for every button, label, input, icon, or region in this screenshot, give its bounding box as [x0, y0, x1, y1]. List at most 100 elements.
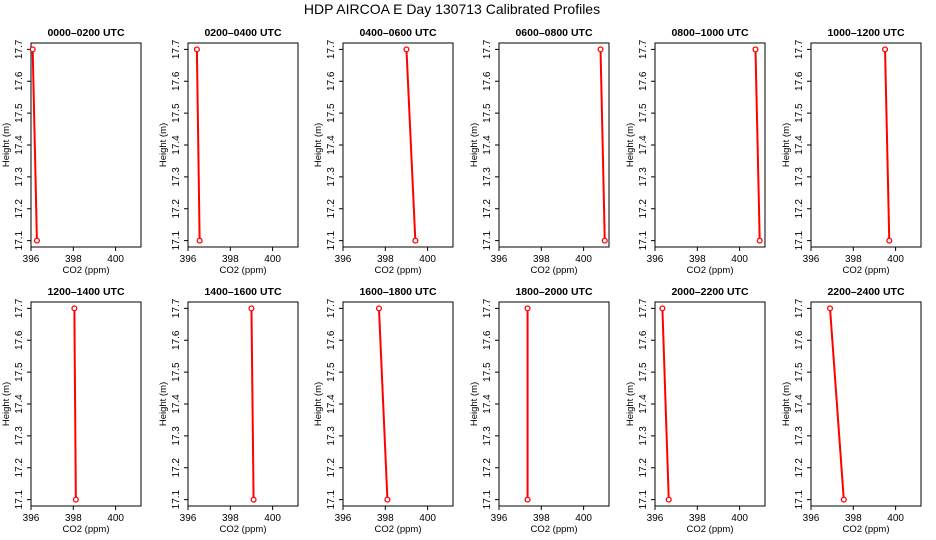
panel-title: 0200–0400 UTC [204, 27, 281, 39]
data-point [881, 46, 889, 53]
y-tick-label: 17.3 [482, 167, 493, 187]
profile-line [405, 49, 417, 241]
y-tick-label: 17.2 [794, 199, 805, 219]
y-tick-label: 17.2 [171, 458, 182, 478]
y-tick-label: 17.4 [482, 394, 493, 414]
y-tick-label: 17.1 [638, 489, 649, 509]
y-tick-label: 17.1 [14, 230, 25, 250]
chart-panel: 2000–2200 UTC 17.1 17.2 17.3 17.4 17.5 17.6 17.… [625, 286, 766, 535]
y-tick-label: 17.4 [638, 394, 649, 414]
y-tick-label: 17.5 [794, 362, 805, 382]
data-point [524, 305, 531, 312]
y-tick-label: 17.7 [326, 39, 337, 59]
profile-line [754, 49, 761, 241]
y-tick-label: 17.3 [326, 167, 337, 187]
y-tick-label: 17.7 [482, 298, 493, 318]
plot-frame [30, 42, 142, 248]
data-point [886, 237, 893, 244]
y-tick-label: 17.3 [794, 426, 805, 446]
x-tick-label: 398 [689, 513, 706, 524]
chart-panel: 1000–1200 UTC 17.1 17.2 17.3 17.4 17.5 17.6 17.… [781, 27, 922, 276]
data-point [412, 237, 419, 244]
x-tick-label: 398 [65, 254, 82, 265]
y-tick-label: 17.5 [326, 362, 337, 382]
panel-title: 1400–1600 UTC [204, 286, 281, 298]
y-tick-label: 17.3 [14, 426, 25, 446]
data-point [33, 237, 40, 244]
plot-frame [498, 42, 610, 248]
panel-title: 0800–1000 UTC [671, 27, 748, 39]
y-tick-label: 17.5 [326, 103, 337, 123]
y-tick-label: 17.6 [794, 71, 805, 91]
y-tick-label: 17.5 [171, 362, 182, 382]
y-tick-label: 17.2 [326, 458, 337, 478]
panel-title: 1600–1800 UTC [359, 286, 436, 298]
panel-title: 0600–0800 UTC [515, 27, 592, 39]
chart-panel: 2200–2400 UTC 17.1 17.2 17.3 17.4 17.5 17.6 17.… [781, 286, 922, 535]
panel-grid: 0000–0200 UTC 17.1 17.2 17.3 17.4 17.5 17.6 17.… [1, 27, 922, 535]
data-point [248, 305, 255, 312]
y-tick-label: 17.3 [171, 167, 182, 187]
y-axis-label: Height (m) [313, 382, 324, 426]
y-tick-label: 17.6 [171, 330, 182, 350]
plot-frame [342, 42, 454, 248]
x-tick-label: 398 [222, 513, 239, 524]
x-tick-label: 398 [65, 513, 82, 524]
y-tick-label: 17.1 [171, 230, 182, 250]
y-axis-label: Height (m) [158, 382, 169, 426]
y-tick-label: 17.1 [638, 230, 649, 250]
x-tick-label: 396 [491, 254, 508, 265]
x-tick-label: 400 [887, 513, 904, 524]
y-tick-label: 17.2 [326, 199, 337, 219]
y-axis-label: Height (m) [469, 123, 480, 167]
plot-frame [187, 301, 299, 507]
x-tick-label: 400 [575, 254, 592, 265]
panel-title: 0400–0600 UTC [359, 27, 436, 39]
y-tick-label: 17.1 [794, 230, 805, 250]
panel-title: 1200–1400 UTC [47, 286, 124, 298]
profile-line [829, 308, 845, 500]
x-tick-label: 400 [731, 254, 748, 265]
plot-frame [810, 301, 922, 507]
plot-frame [30, 301, 142, 507]
y-tick-label: 17.7 [171, 298, 182, 318]
y-tick-label: 17.4 [171, 135, 182, 155]
y-axis-label: Height (m) [313, 123, 324, 167]
x-tick-label: 398 [533, 254, 550, 265]
y-axis-label: Height (m) [781, 123, 792, 167]
figure-title: HDP AIRCOA E Day 130713 Calibrated Profi… [304, 1, 600, 17]
y-tick-label: 17.5 [171, 103, 182, 123]
chart-panel: 1600–1800 UTC 17.1 17.2 17.3 17.4 17.5 17.6 17.… [313, 286, 454, 535]
y-tick-label: 17.4 [14, 135, 25, 155]
y-axis-label: Height (m) [469, 382, 480, 426]
x-axis-label: CO2 (ppm) [687, 524, 734, 535]
data-point [524, 496, 531, 503]
y-tick-label: 17.7 [638, 298, 649, 318]
plot-frame [187, 42, 299, 248]
plot-frame [654, 301, 766, 507]
y-tick-label: 17.7 [794, 298, 805, 318]
y-tick-label: 17.7 [482, 39, 493, 59]
y-tick-label: 17.1 [14, 489, 25, 509]
x-tick-label: 398 [533, 513, 550, 524]
profile-line [195, 49, 201, 241]
y-tick-label: 17.1 [326, 489, 337, 509]
x-tick-label: 396 [803, 254, 820, 265]
y-tick-label: 17.1 [482, 489, 493, 509]
y-axis-label: Height (m) [158, 123, 169, 167]
x-tick-label: 396 [647, 254, 664, 265]
chart-panel: 0400–0600 UTC 17.1 17.2 17.3 17.4 17.5 17.6 17.… [313, 27, 454, 276]
data-point [72, 496, 79, 503]
y-tick-label: 17.3 [794, 167, 805, 187]
y-tick-label: 17.5 [794, 103, 805, 123]
panel-title: 1000–1200 UTC [827, 27, 904, 39]
y-tick-label: 17.4 [326, 135, 337, 155]
data-point [840, 496, 847, 503]
x-tick-label: 396 [647, 513, 664, 524]
data-point [665, 496, 672, 503]
y-tick-label: 17.6 [326, 330, 337, 350]
chart-panel: 0200–0400 UTC 17.1 17.2 17.3 17.4 17.5 17.6 17.… [158, 27, 299, 276]
plot-frame [342, 301, 454, 507]
profile-line [31, 49, 38, 241]
profile-line [661, 308, 670, 500]
